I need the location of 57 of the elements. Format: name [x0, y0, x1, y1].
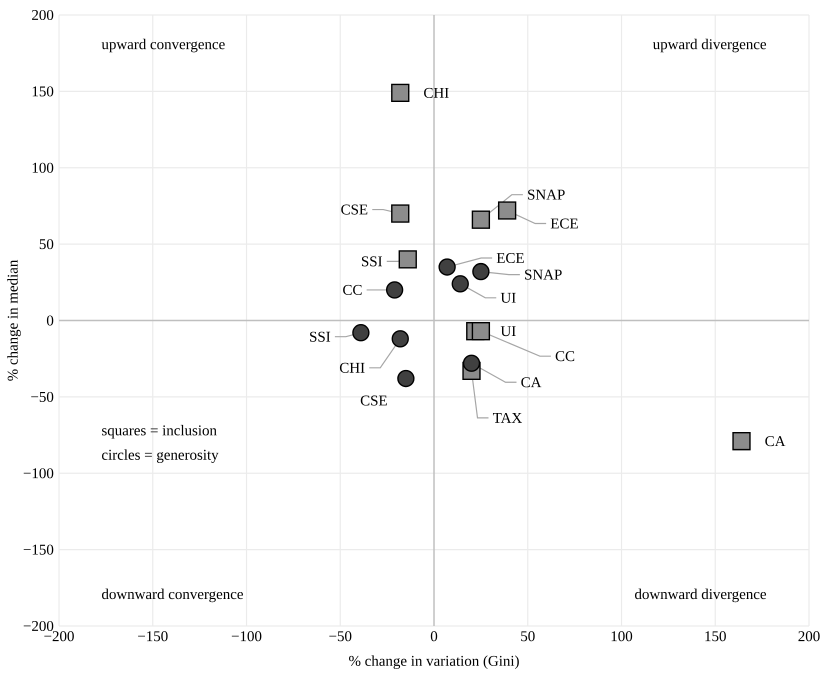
y-tick-label: −150: [24, 544, 54, 555]
x-tick-label: −100: [232, 631, 262, 642]
annotation: CSE: [360, 396, 387, 406]
x-tick-label: −150: [138, 631, 168, 642]
annotation: CC: [556, 351, 574, 362]
annotation: squares = inclusion: [102, 424, 217, 438]
annotation: upward convergence: [102, 38, 225, 52]
point: [472, 322, 490, 340]
annotation: downward divergence: [635, 588, 766, 602]
point: [462, 354, 480, 372]
x-tick-label: 150: [705, 631, 726, 642]
y-tick-label: −50: [31, 392, 54, 402]
annotation: ECE: [550, 218, 578, 229]
y-tick-label: 150: [32, 86, 54, 96]
y-tick-label: 0: [46, 315, 54, 326]
y-tick-label: 200: [32, 10, 54, 20]
annotation: TAX: [492, 412, 522, 423]
annotation: SSI: [310, 332, 330, 342]
annotation: SNAP: [528, 190, 565, 200]
annotation: CSE: [341, 204, 368, 215]
x-axis-title: % change in variation (Gini): [349, 655, 519, 669]
point: [472, 210, 490, 229]
point: [391, 84, 410, 102]
x-tick-label: 100: [612, 631, 632, 642]
annotation: SNAP: [525, 270, 562, 280]
y-tick-label: −100: [24, 468, 54, 478]
point: [438, 258, 456, 276]
annotation: downward convergence: [102, 588, 243, 602]
x-tick-label: −50: [329, 631, 352, 642]
point: [391, 204, 410, 223]
annotation: circles = generosity: [102, 449, 219, 463]
annotation: CA: [765, 436, 786, 446]
annotation: CHI: [340, 362, 365, 373]
y-tick-label: 100: [32, 162, 54, 173]
point: [452, 275, 469, 292]
annotation: upward divergence: [652, 38, 766, 52]
point: [386, 281, 404, 299]
annotation: UI: [500, 292, 516, 303]
point: [392, 330, 409, 348]
point: [397, 370, 415, 388]
x-tick-label: 0: [430, 631, 438, 642]
y-tick-label: −200: [24, 620, 54, 632]
x-tick-label: 200: [798, 631, 820, 642]
point: [398, 250, 417, 269]
y-tick-label: 50: [40, 239, 54, 250]
annotation: ECE: [496, 253, 524, 264]
annotation: UI: [500, 326, 516, 336]
annotation: CC: [343, 284, 362, 295]
annotation: CHI: [424, 88, 449, 98]
annotation: CA: [521, 377, 542, 388]
y-axis-title: % change in median: [7, 260, 21, 381]
point: [472, 262, 490, 280]
point: [732, 432, 751, 450]
point: [498, 201, 516, 220]
x-tick-label: 50: [521, 631, 535, 642]
annotation: SSI: [362, 256, 382, 266]
point: [352, 324, 370, 342]
